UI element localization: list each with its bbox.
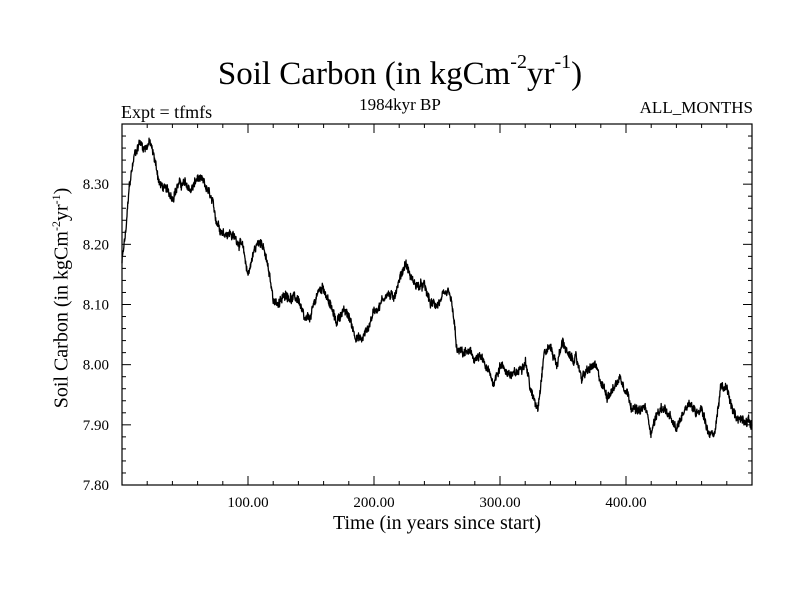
x-tick-label: 200.00 — [353, 495, 394, 511]
y-tick-label: 8.30 — [83, 177, 109, 193]
months-label: ALL_MONTHS — [639, 98, 753, 117]
series-group — [121, 137, 753, 439]
x-axis-label: Time (in years since start) — [332, 512, 542, 534]
x-tick-label: 100.00 — [227, 495, 268, 511]
y-tick-label: 8.00 — [83, 358, 109, 374]
y-tick-label: 8.10 — [83, 298, 109, 314]
chart-title: Soil Carbon (in kgCm-2yr-1) — [217, 51, 583, 92]
x-tick-label: 300.00 — [479, 495, 520, 511]
series-line-soil-carbon — [121, 137, 753, 439]
experiment-label: Expt = tfmfs — [121, 102, 213, 122]
plot-frame — [121, 123, 753, 486]
y-tick-label: 8.20 — [83, 237, 109, 253]
chart-subtitle: 1984kyr BP — [359, 95, 441, 114]
y-tick-label: 7.90 — [83, 418, 109, 434]
axis-ticks: 100.00 200.00 300.00 400.00 7.80 7.90 8.00 8.10… — [83, 124, 752, 511]
y-tick-label: 7.80 — [83, 478, 109, 494]
x-tick-label: 400.00 — [605, 495, 646, 511]
